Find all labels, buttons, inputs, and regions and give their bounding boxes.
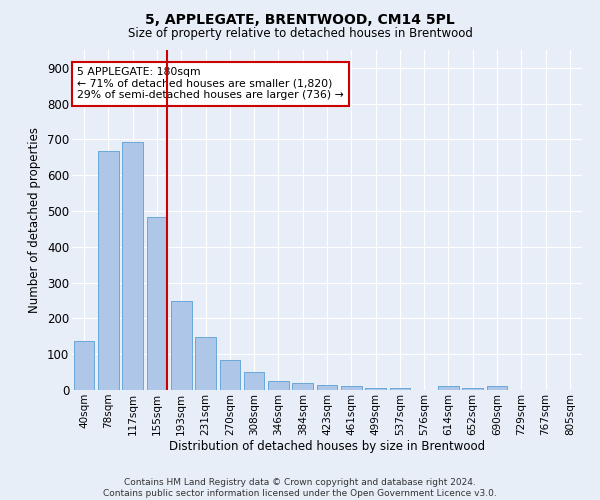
Bar [292, 383, 313, 390]
Bar [74, 341, 94, 390]
Bar [438, 386, 459, 390]
Text: 5, APPLEGATE, BRENTWOOD, CM14 5PL: 5, APPLEGATE, BRENTWOOD, CM14 5PL [145, 12, 455, 26]
Bar [365, 388, 386, 390]
Bar [389, 388, 410, 390]
Bar [244, 372, 265, 390]
Bar [268, 380, 289, 390]
Bar [220, 360, 240, 390]
Text: Size of property relative to detached houses in Brentwood: Size of property relative to detached ho… [128, 28, 472, 40]
Bar [195, 338, 216, 390]
Bar [487, 386, 508, 390]
Y-axis label: Number of detached properties: Number of detached properties [28, 127, 41, 313]
Bar [98, 152, 119, 390]
Bar [122, 142, 143, 390]
Bar [463, 388, 483, 390]
Bar [171, 301, 191, 390]
Text: 5 APPLEGATE: 180sqm
← 71% of detached houses are smaller (1,820)
29% of semi-det: 5 APPLEGATE: 180sqm ← 71% of detached ho… [77, 67, 344, 100]
Bar [341, 386, 362, 390]
X-axis label: Distribution of detached houses by size in Brentwood: Distribution of detached houses by size … [169, 440, 485, 454]
Text: Contains HM Land Registry data © Crown copyright and database right 2024.
Contai: Contains HM Land Registry data © Crown c… [103, 478, 497, 498]
Bar [317, 385, 337, 390]
Bar [146, 217, 167, 390]
